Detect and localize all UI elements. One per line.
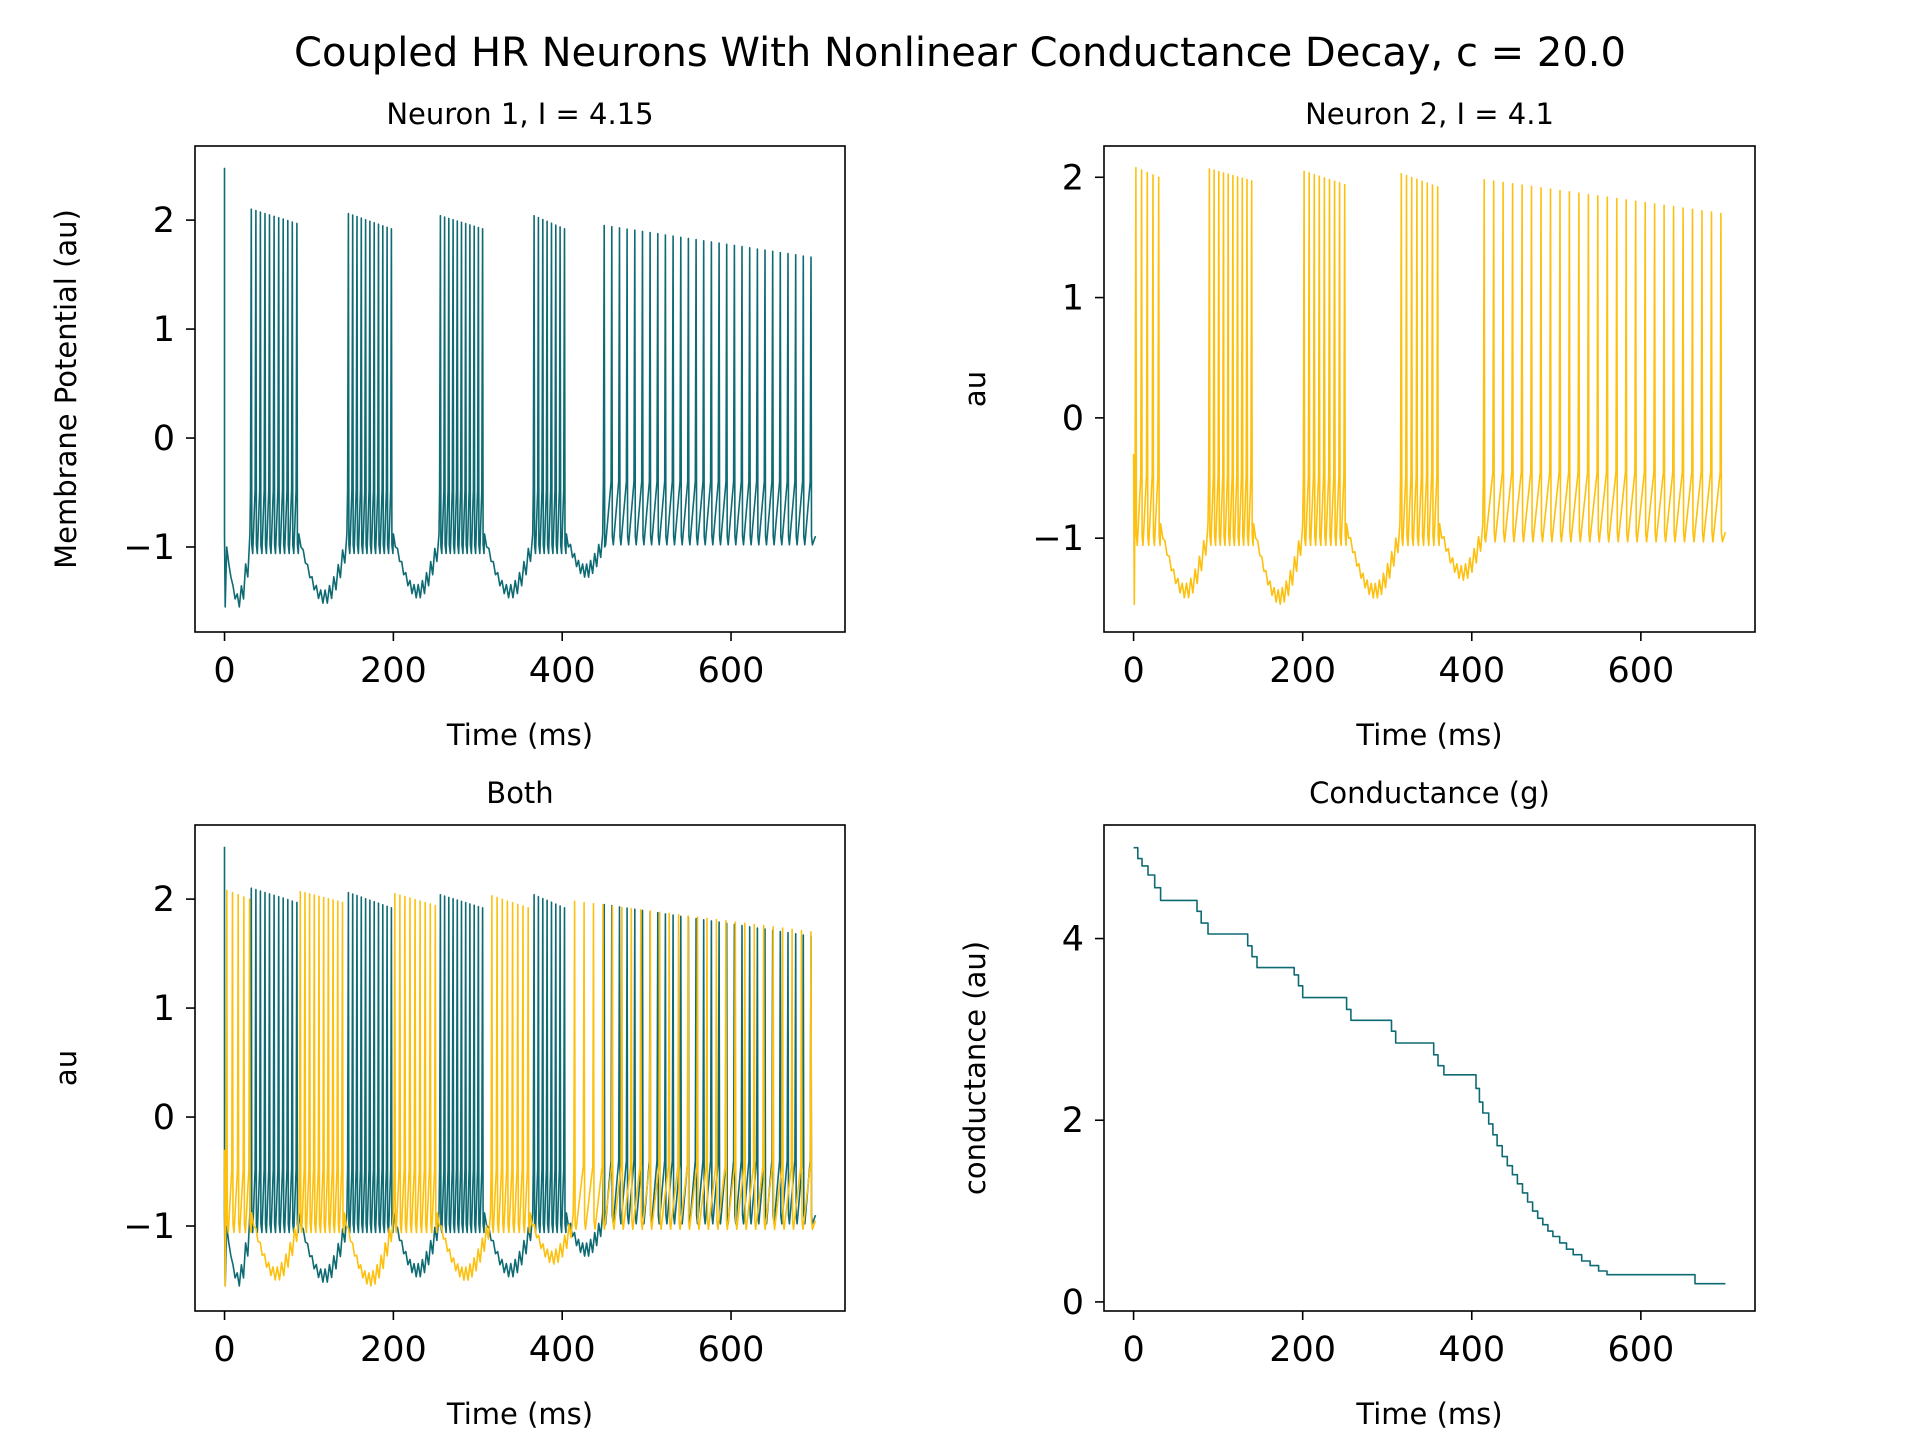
y-tick-label: 0 bbox=[1062, 1283, 1084, 1323]
axes-frame bbox=[1103, 824, 1756, 1312]
subplot-title: Neuron 1, I = 4.15 bbox=[386, 97, 653, 131]
x-tick-label: 400 bbox=[1438, 1330, 1505, 1370]
y-axis-label: Membrane Potential (au) bbox=[49, 209, 83, 569]
series-line-neuron2 bbox=[1132, 166, 1727, 606]
y-axis-label: au bbox=[49, 1050, 83, 1086]
x-tick-label: 600 bbox=[698, 1330, 765, 1370]
y-tick-label: 2 bbox=[153, 880, 175, 920]
y-tick-label: 0 bbox=[153, 419, 175, 459]
x-tick-label: 200 bbox=[1269, 651, 1336, 691]
subplot-3: Both Time (ms) au 0 200 400 600 −1 0 1 2 bbox=[49, 776, 846, 1431]
x-axis-label: Time (ms) bbox=[1355, 718, 1502, 752]
x-tick-label: 200 bbox=[1269, 1330, 1336, 1370]
series-group bbox=[1132, 166, 1727, 606]
series-line-neuron1 bbox=[223, 167, 817, 608]
axes-frame bbox=[194, 145, 846, 633]
y-tick-label: −1 bbox=[123, 1207, 175, 1247]
y-tick-label: 2 bbox=[1062, 1101, 1084, 1141]
x-tick-label: 600 bbox=[698, 651, 765, 691]
subplot-title: Neuron 2, I = 4.1 bbox=[1305, 97, 1554, 131]
y-tick-label: 4 bbox=[1062, 920, 1084, 960]
x-tick-label: 200 bbox=[360, 1330, 427, 1370]
y-tick-label: 1 bbox=[153, 989, 175, 1029]
y-tick-label: 0 bbox=[1062, 399, 1084, 439]
y-tick-label: 2 bbox=[1062, 158, 1084, 198]
subplots: Neuron 1, I = 4.15 Time (ms) Membrane Pote… bbox=[49, 97, 1756, 1431]
x-tick-label: 600 bbox=[1607, 1330, 1674, 1370]
y-axis-label: au bbox=[958, 371, 992, 407]
subplot-title: Both bbox=[486, 776, 553, 810]
y-tick-label: 1 bbox=[1062, 279, 1084, 319]
series-line-conductance bbox=[1133, 846, 1726, 1285]
series-line-neuron2 bbox=[223, 889, 817, 1287]
y-tick-label: −1 bbox=[123, 528, 175, 568]
series-group bbox=[223, 846, 817, 1287]
subplot-1: Neuron 1, I = 4.15 Time (ms) Membrane Pote… bbox=[49, 97, 846, 752]
y-tick-label: 0 bbox=[153, 1098, 175, 1138]
x-tick-label: 0 bbox=[213, 651, 235, 691]
x-tick-label: 200 bbox=[360, 651, 427, 691]
x-tick-label: 400 bbox=[529, 1330, 596, 1370]
y-tick-label: −1 bbox=[1032, 519, 1084, 559]
x-tick-label: 400 bbox=[1438, 651, 1505, 691]
x-tick-label: 0 bbox=[1122, 1330, 1144, 1370]
series-line-neuron1 bbox=[223, 846, 817, 1287]
x-tick-label: 0 bbox=[213, 1330, 235, 1370]
x-axis-label: Time (ms) bbox=[446, 1397, 593, 1431]
figure-title: Coupled HR Neurons With Nonlinear Conduc… bbox=[294, 30, 1626, 76]
x-tick-label: 400 bbox=[529, 651, 596, 691]
y-axis-label: conductance (au) bbox=[958, 941, 992, 1195]
subplot-title: Conductance (g) bbox=[1309, 776, 1550, 810]
y-tick-label: 1 bbox=[153, 310, 175, 350]
x-axis-label: Time (ms) bbox=[446, 718, 593, 752]
series-group bbox=[223, 167, 817, 608]
y-tick-label: 2 bbox=[153, 201, 175, 241]
axes-frame bbox=[1103, 145, 1756, 633]
series-group bbox=[1133, 846, 1726, 1285]
x-axis-label: Time (ms) bbox=[1355, 1397, 1502, 1431]
axes-frame bbox=[194, 824, 846, 1312]
x-tick-label: 600 bbox=[1607, 651, 1674, 691]
x-tick-label: 0 bbox=[1122, 651, 1144, 691]
subplot-2: Neuron 2, I = 4.1 Time (ms) au 0 200 400 600 −1… bbox=[958, 97, 1756, 752]
subplot-4: Conductance (g) Time (ms) conductance (au)… bbox=[958, 776, 1756, 1431]
